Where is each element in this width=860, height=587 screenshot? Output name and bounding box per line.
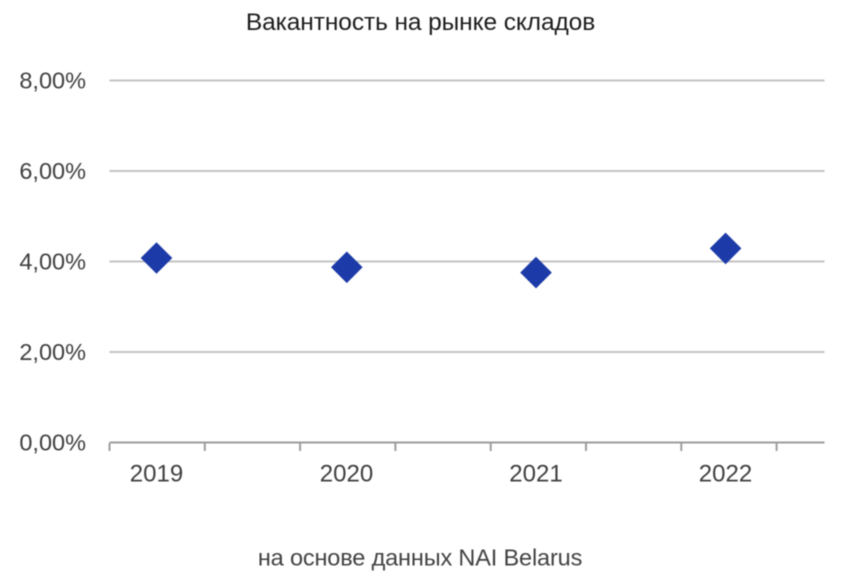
svg-text:на основе данных NAI Belarus: на основе данных NAI Belarus [258, 545, 582, 571]
svg-text:4,00%: 4,00% [19, 249, 86, 275]
svg-text:2022: 2022 [699, 461, 752, 488]
svg-text:2021: 2021 [509, 461, 562, 488]
svg-text:2019: 2019 [130, 461, 183, 488]
svg-text:2,00%: 2,00% [19, 339, 86, 365]
svg-text:6,00%: 6,00% [19, 158, 86, 184]
svg-text:0,00%: 0,00% [19, 430, 86, 456]
svg-text:Вакантность на рынке складов: Вакантность на рынке складов [246, 9, 595, 36]
svg-text:8,00%: 8,00% [19, 68, 86, 94]
svg-text:2020: 2020 [320, 461, 373, 488]
